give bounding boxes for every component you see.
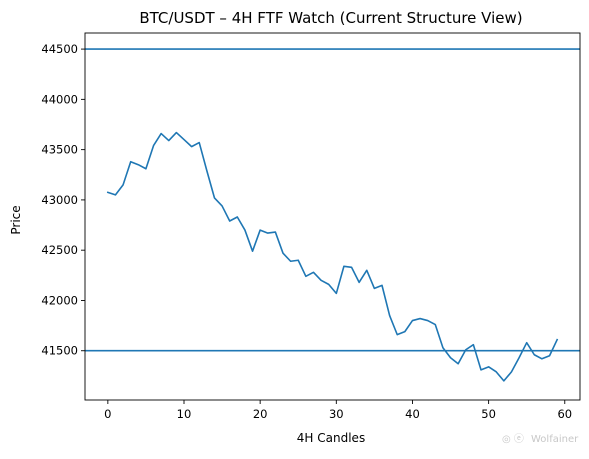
y-tick-label: 44000 xyxy=(41,92,78,106)
x-tick-label: 30 xyxy=(329,407,344,421)
watermark-icon: ◎ ⓔ xyxy=(502,433,524,445)
x-tick-label: 50 xyxy=(481,407,496,421)
y-tick-label: 41500 xyxy=(41,344,78,358)
watermark-text: Wolfainer xyxy=(531,434,579,445)
chart-title: BTC/USDT – 4H FTF Watch (Current Structu… xyxy=(139,9,522,27)
y-tick-label: 43000 xyxy=(41,193,78,207)
series-line-1 xyxy=(106,131,559,382)
x-tick-label: 60 xyxy=(557,407,572,421)
y-axis-label: Price xyxy=(9,205,23,234)
axes-frame xyxy=(84,32,581,401)
x-tick-label: 40 xyxy=(405,407,420,421)
x-tick-label: 0 xyxy=(104,407,111,421)
x-tick-label: 10 xyxy=(177,407,192,421)
y-tick-label: 43500 xyxy=(41,143,78,157)
watermark: ◎ ⓔ Wolfainer xyxy=(502,433,579,445)
x-tick-label: 20 xyxy=(253,407,268,421)
plot-area: 0 10 20 30 40 50 60 41500 42000 42500 43000 43500 44… xyxy=(41,32,581,421)
y-tick-label: 44500 xyxy=(41,42,78,56)
y-tick-label: 42000 xyxy=(41,293,78,307)
x-axis-label: 4H Candles xyxy=(297,431,365,445)
y-tick-label: 42500 xyxy=(41,243,78,257)
